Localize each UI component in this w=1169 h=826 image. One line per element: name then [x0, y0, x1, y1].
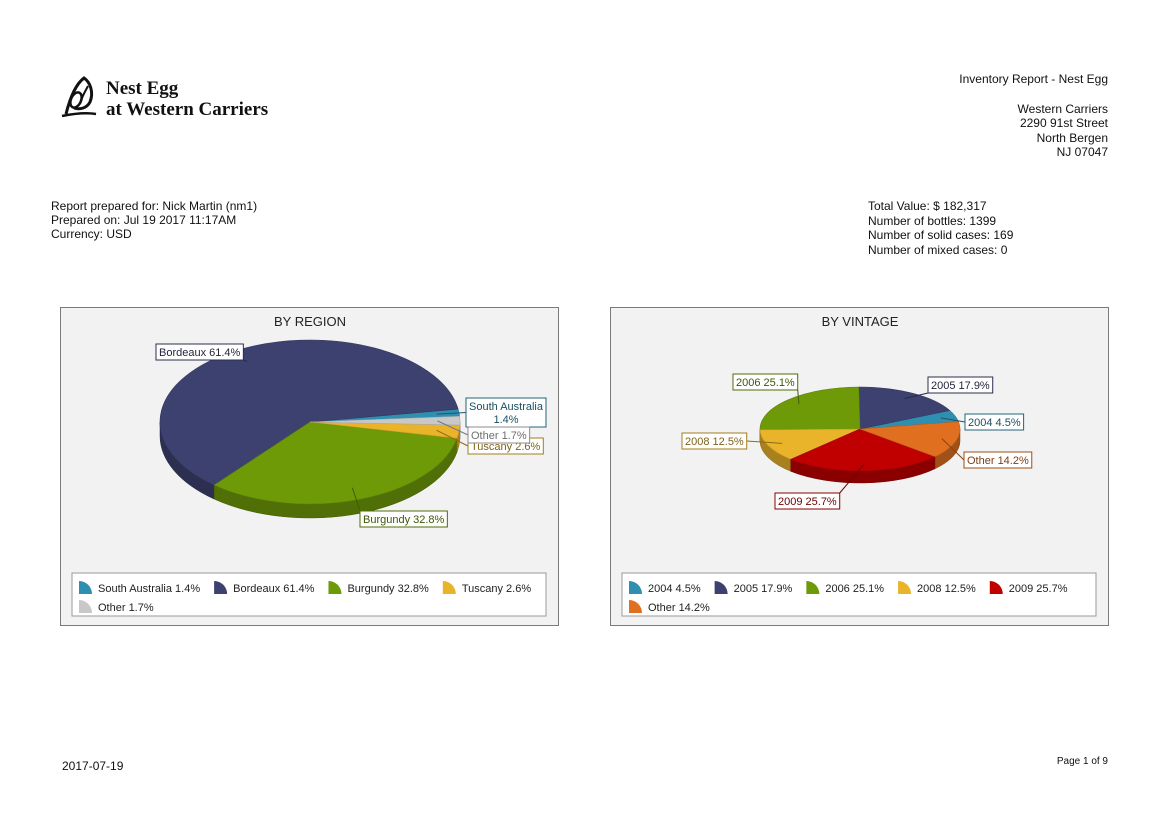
data-label-box-burgundy	[359, 510, 448, 528]
report-info: Report prepared for: Nick Martin (nm1) P…	[51, 199, 257, 241]
label-leader-bordeaux	[243, 359, 248, 362]
prepared-for: Report prepared for: Nick Martin (nm1)	[51, 199, 258, 213]
company-logo: Nest Egg at Western Carriers	[60, 74, 290, 124]
address-line: 2290 91st Street	[1019, 116, 1108, 130]
label-leader-south-australia	[436, 412, 467, 415]
data-label-box-2008	[681, 432, 748, 450]
legend-item-burgundy: Burgundy 32.8%	[347, 583, 429, 595]
data-label-2009: 2009 25.7%	[778, 496, 837, 508]
data-label-2004: 2004 4.5%	[968, 417, 1021, 429]
footer-date: 2017-07-19	[62, 759, 124, 773]
pie-slice-other	[859, 421, 961, 457]
data-label-box-2004	[964, 413, 1025, 431]
label-leader-burgundy	[351, 487, 361, 512]
legend-swatch-bordeaux	[214, 581, 228, 594]
chart-legend: 2004 4.5% 2005 17.9% 2006 25.1% 2008 12.5% 2…	[621, 572, 1097, 617]
legend-item-other: Other 1.7%	[98, 602, 154, 614]
data-label-south-australia: South Australia	[469, 401, 544, 413]
label-leader-2004	[940, 417, 966, 423]
address-line: North Bergen	[1036, 130, 1108, 145]
data-label-other: Other 1.7%	[471, 430, 527, 442]
data-label-2006: 2006 25.1%	[736, 377, 795, 389]
currency: Currency: USD	[51, 227, 132, 241]
address-line: NJ 07047	[1056, 145, 1108, 159]
legend-item-2009: 2009 25.7%	[1009, 583, 1068, 595]
pie-slice-2009	[790, 428, 937, 472]
legend-swatch-2009	[989, 581, 1003, 594]
label-leader-2006	[797, 389, 800, 405]
nest-egg-logo-icon	[61, 76, 97, 118]
pie-slice-burgundy	[213, 421, 458, 505]
legend-frame	[621, 572, 1097, 617]
legend-item-2008: 2008 12.5%	[917, 583, 976, 595]
data-label-box-south-australia	[465, 397, 547, 428]
legend-item-bordeaux: Bordeaux 61.4%	[233, 583, 315, 595]
legend-item-2004: 2004 4.5%	[648, 583, 701, 595]
data-label-box-other	[467, 426, 531, 444]
prepared-on: Prepared on: Jul 19 2017 11:17AM	[51, 213, 237, 227]
legend-swatch-other	[629, 600, 642, 613]
pie-top-group	[159, 339, 461, 505]
label-leader-tuscany	[436, 429, 469, 447]
pie-slice-2006	[759, 386, 861, 431]
page-number: Page 1 of 9	[1056, 756, 1108, 767]
data-label-box-2006	[732, 373, 799, 391]
pie-slice-2008	[759, 428, 861, 460]
data-label-bordeaux: Bordeaux 61.4%	[159, 347, 241, 359]
legend-swatch-2006	[806, 581, 820, 594]
legend-item-tuscany: Tuscany 2.6%	[462, 583, 532, 595]
pie-slice-2005	[858, 386, 951, 430]
address-line: Western Carriers	[1017, 101, 1108, 116]
chart-legend: South Australia 1.4% Bordeaux 61.4% Burgun…	[71, 572, 547, 617]
region-chart: BY REGION South Australia 1.4% Bordeaux 61.…	[60, 307, 559, 626]
legend-swatch-2004	[629, 581, 642, 594]
legend-item-other: Other 14.2%	[648, 602, 710, 614]
label-leader-2009	[839, 464, 865, 494]
data-label-other: Other 14.2%	[967, 455, 1029, 467]
data-label-box-2009	[774, 492, 841, 510]
pie-slice-other	[309, 415, 461, 426]
report-title: Inventory Report - Nest Egg	[959, 72, 1108, 86]
data-label-box-2005	[927, 376, 994, 394]
data-label-south-australia: 1.4%	[493, 414, 518, 426]
legend-swatch-other	[79, 600, 92, 613]
data-label-2005: 2005 17.9%	[931, 380, 990, 392]
label-leader-2005	[904, 392, 929, 400]
legend-swatch-2005	[714, 581, 728, 594]
legend-item-south-australia: South Australia 1.4%	[98, 583, 200, 595]
pie-top-group	[759, 386, 961, 472]
data-label-tuscany: Tuscany 2.6%	[471, 441, 541, 453]
legend-swatch-2008	[898, 581, 912, 594]
label-leader-other	[437, 420, 469, 436]
total-value: Total Value: $ 182,317	[868, 199, 987, 213]
logo-line-2: at Western Carriers	[106, 99, 269, 120]
bottle-count: Number of bottles: 1399	[868, 213, 997, 228]
legend-swatch-burgundy	[328, 581, 342, 594]
label-leader-2008	[746, 440, 783, 444]
legend-frame	[71, 572, 547, 617]
data-label-2008: 2008 12.5%	[685, 436, 744, 448]
legend-item-2005: 2005 17.9%	[734, 583, 793, 595]
inventory-summary: Total Value: $ 182,317 Number of bottles…	[868, 199, 1013, 257]
mixed-case-count: Number of mixed cases: 0	[868, 242, 1008, 257]
solid-case-count: Number of solid cases: 169	[868, 228, 1014, 242]
chart-title: BY REGION	[274, 314, 346, 329]
report-header: Inventory Report - Nest Egg Western Carr…	[959, 72, 1108, 160]
data-label-burgundy: Burgundy 32.8%	[363, 514, 445, 526]
data-label-box-other	[963, 451, 1033, 469]
vintage-chart: BY VINTAGE 2004 4.5% 2005 17.9% 2006 25.1% 2…	[610, 307, 1109, 626]
logo-line-1: Nest Egg	[106, 78, 179, 99]
legend-item-2006: 2006 25.1%	[825, 583, 884, 595]
data-label-box-bordeaux	[155, 343, 244, 361]
chart-title: BY VINTAGE	[822, 314, 899, 329]
label-leader-other	[941, 438, 965, 461]
legend-swatch-south-australia	[79, 581, 92, 594]
legend-swatch-tuscany	[442, 581, 456, 594]
